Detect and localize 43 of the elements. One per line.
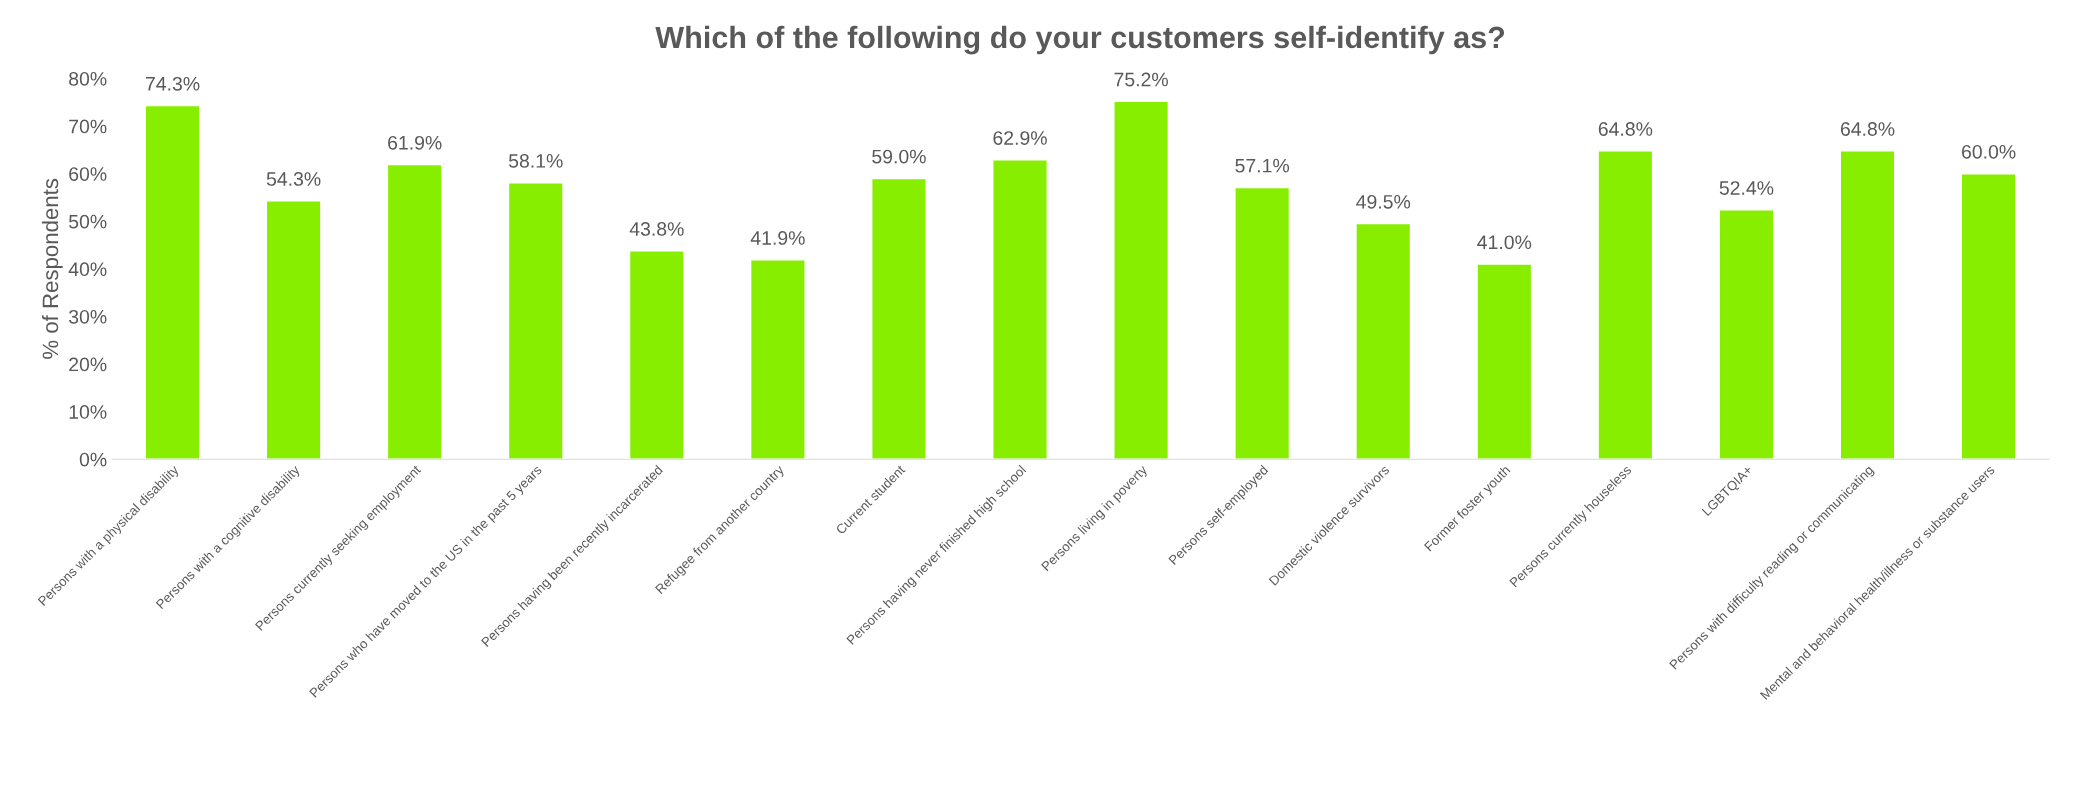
y-tick-label: 60% [69, 167, 107, 181]
data-label: 58.1% [508, 154, 563, 168]
bar [265, 200, 322, 460]
bar [871, 177, 927, 460]
bar [144, 104, 201, 460]
y-tick-label: 10% [69, 405, 107, 419]
bar [386, 163, 443, 460]
y-tick-label: 80% [69, 71, 107, 86]
data-label: 59.0% [872, 149, 926, 164]
data-label: 41.0% [1477, 235, 1532, 250]
y-tick-label: 50% [69, 214, 107, 229]
bar [992, 159, 1048, 460]
data-label: 64.8% [1598, 122, 1653, 136]
bar [1113, 100, 1170, 460]
bar [628, 250, 685, 460]
data-label: 54.3% [266, 172, 321, 186]
y-tick-label: 30% [68, 309, 107, 324]
data-label: 62.9% [993, 131, 1047, 145]
data-label: 43.8% [629, 222, 684, 236]
data-label: 64.8% [1840, 122, 1895, 136]
data-label: 60.0% [1962, 144, 2016, 159]
data-label: 75.2% [1114, 72, 1168, 87]
bar [749, 259, 806, 460]
data-label: 61.9% [388, 135, 442, 150]
bar [1476, 263, 1533, 460]
data-label: 52.4% [1719, 181, 1774, 195]
data-label: 49.5% [1356, 194, 1411, 209]
y-axis-title: % of Respondents [41, 178, 63, 359]
chart-title: Which of the following do your customers self-identify as? [655, 25, 1505, 55]
y-tick-label: 0% [79, 452, 107, 467]
data-label: 41.9% [750, 231, 805, 245]
data-label: 57.1% [1235, 158, 1290, 173]
data-label: 74.3% [145, 76, 200, 91]
bar [1355, 222, 1412, 460]
y-tick-label: 70% [69, 119, 107, 134]
bar [1234, 186, 1291, 460]
bar [507, 182, 564, 460]
y-tick-label: 20% [69, 357, 107, 372]
bar [1597, 150, 1654, 460]
bar [1718, 209, 1775, 460]
bar [1960, 172, 2017, 460]
y-tick-label: 40% [68, 262, 107, 277]
bar [1839, 150, 1896, 460]
